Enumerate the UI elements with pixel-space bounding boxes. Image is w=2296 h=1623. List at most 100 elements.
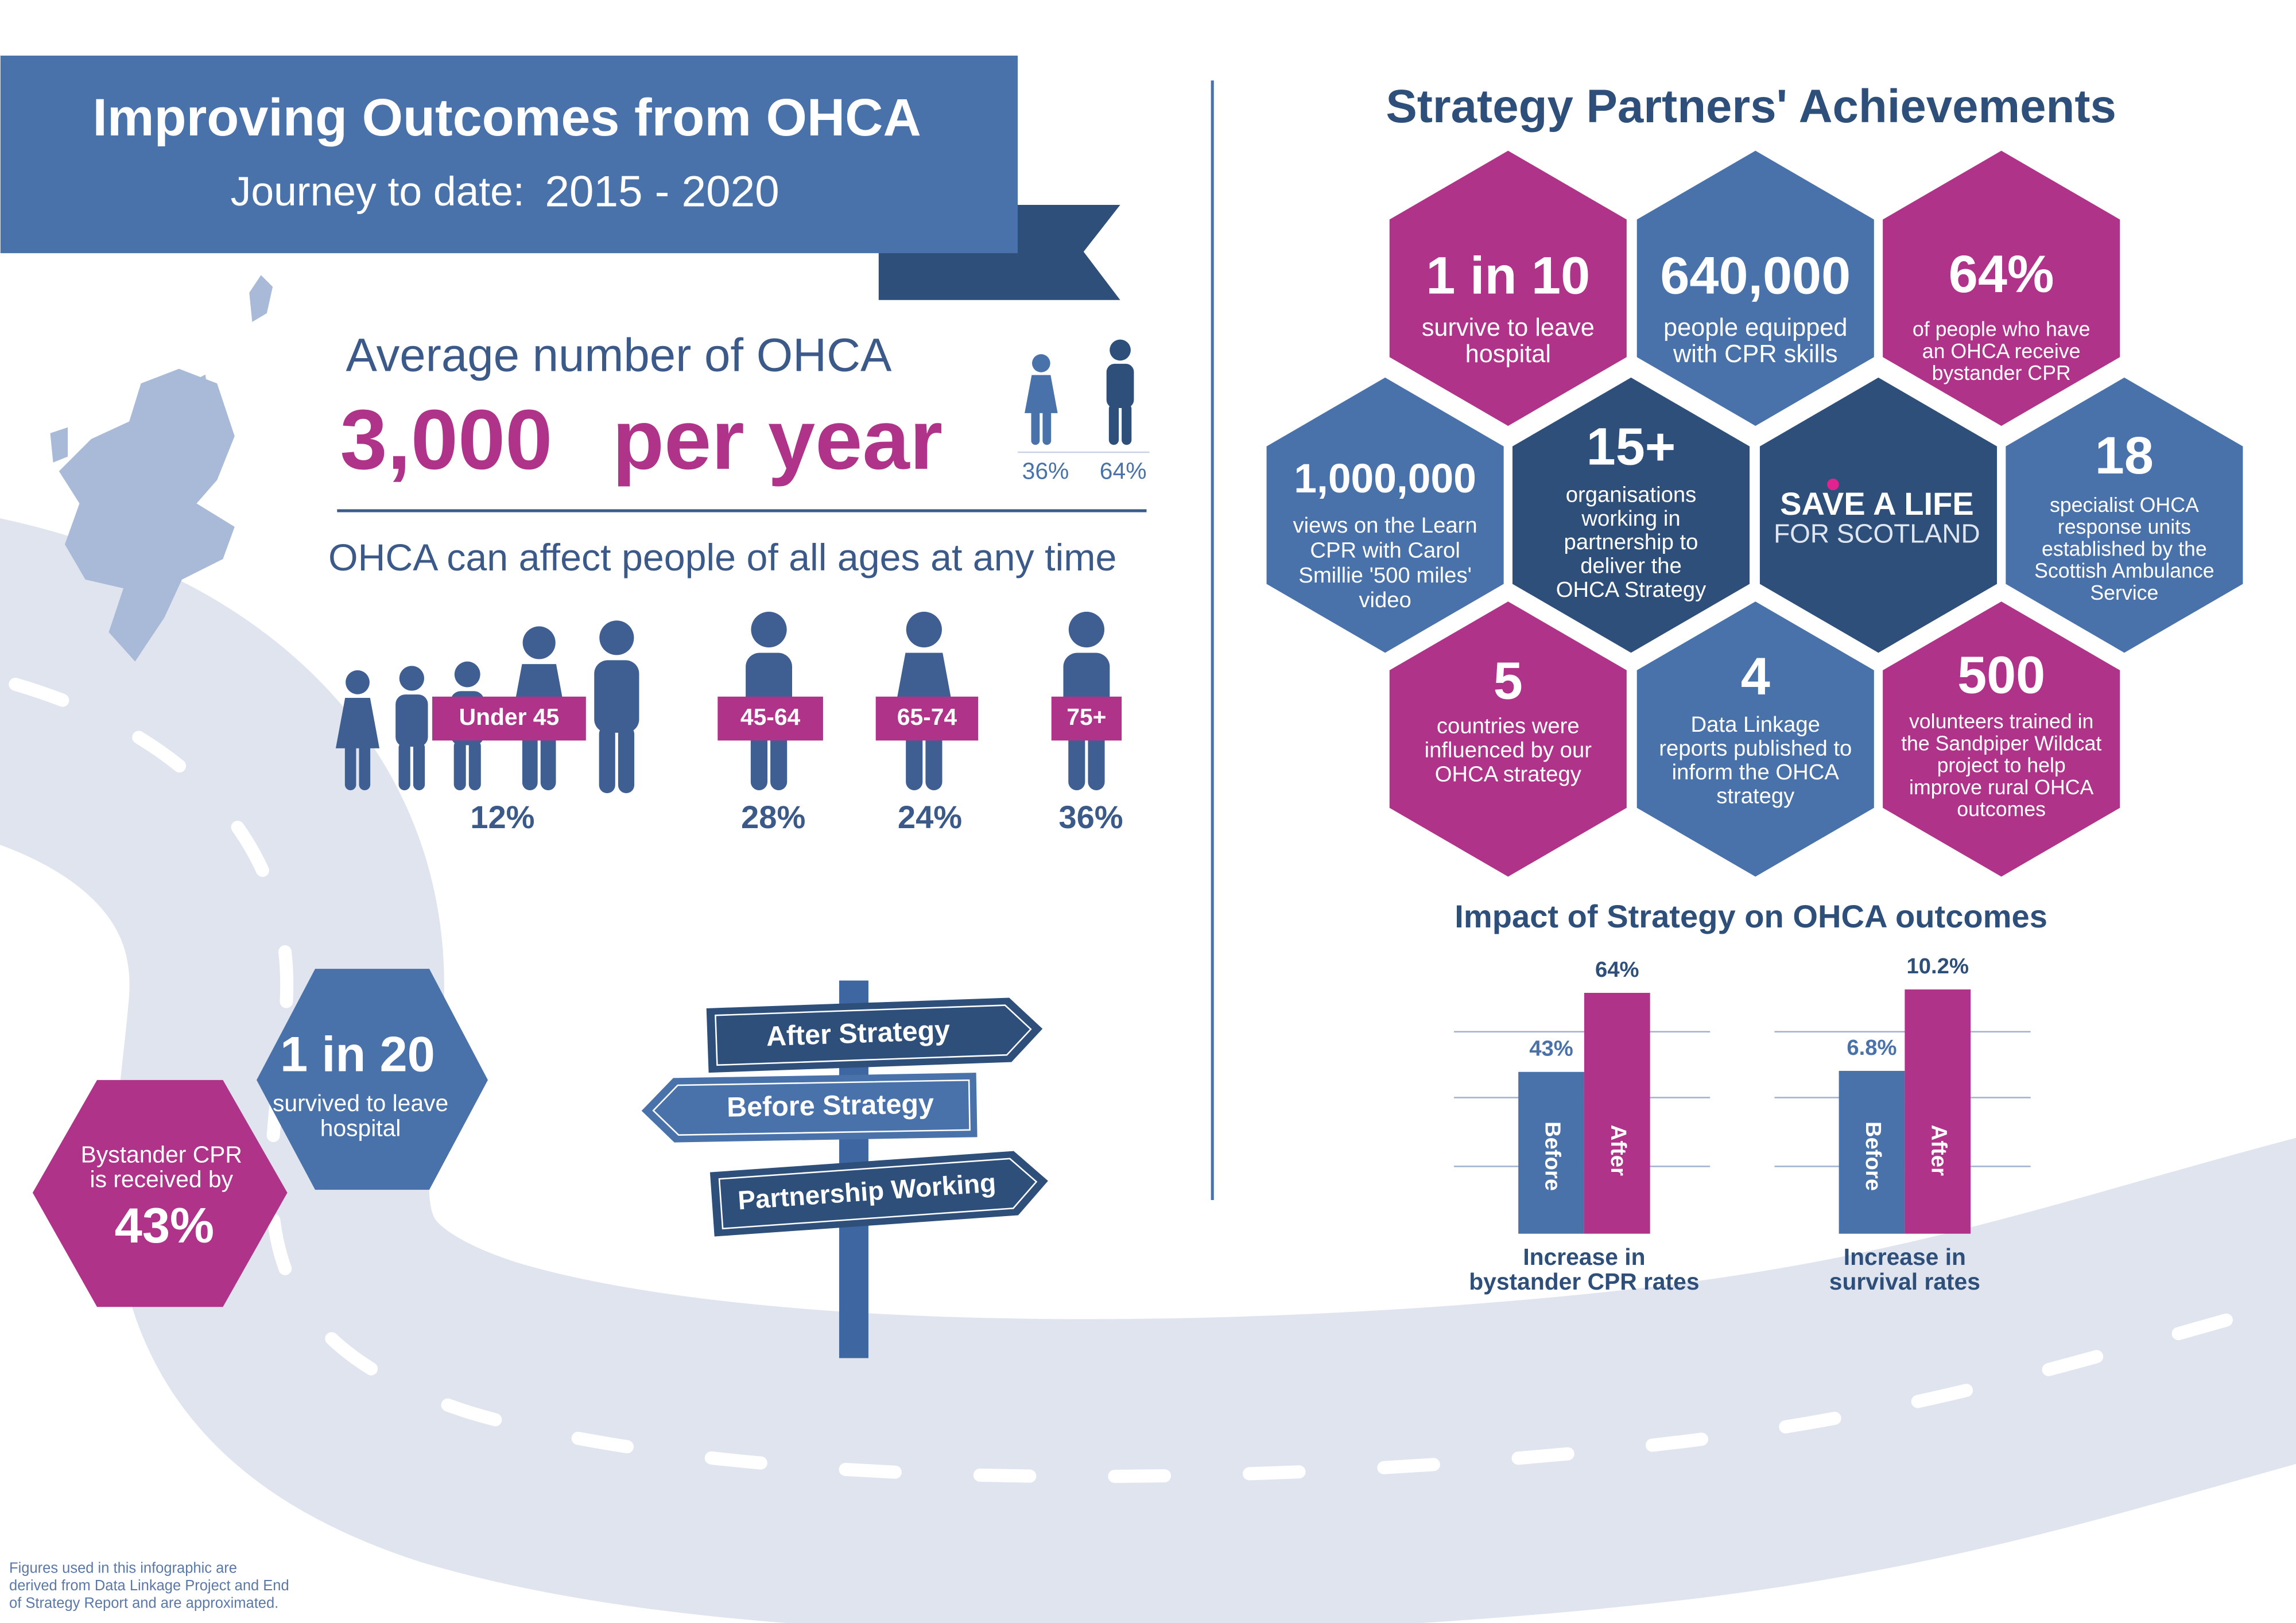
- achievement-text: Data Linkage: [1691, 712, 1820, 737]
- achievement-text: Scottish Ambulance: [2034, 560, 2214, 583]
- ages-heading: OHCA can affect people of all ages at an…: [328, 537, 1116, 579]
- achievement-text: strategy: [1716, 784, 1795, 809]
- bystander-hex: [32, 1080, 288, 1307]
- achievement-figure: 64%: [1949, 245, 2054, 304]
- head: [906, 611, 942, 648]
- leg: [618, 725, 635, 794]
- incidence-number: 3,000: [340, 393, 552, 487]
- achievement-hex: [1883, 150, 2120, 426]
- achievement-text: with CPR skills: [1673, 340, 1838, 368]
- logo-line2: FOR SCOTLAND: [1774, 518, 1980, 548]
- bar: [1839, 1070, 1905, 1234]
- leg: [540, 726, 556, 791]
- age-label: Under 45: [459, 704, 560, 730]
- achievement-text: reports published to: [1659, 736, 1852, 760]
- footnote: derived from Data Linkage Project and En…: [9, 1578, 289, 1594]
- sign-after: After Strategy: [706, 997, 1043, 1073]
- achievement-text: views on the Learn: [1293, 513, 1477, 538]
- survival-text: hospital: [320, 1115, 401, 1141]
- person-icon: [395, 666, 428, 791]
- chart-caption: Increase in: [1844, 1244, 1966, 1270]
- head: [599, 620, 634, 655]
- leg: [1122, 403, 1132, 445]
- achievement-text: working in: [1581, 506, 1680, 531]
- achievement-text: people equipped: [1663, 314, 1848, 341]
- achievement-hex: [1883, 601, 2120, 877]
- leg: [1031, 409, 1040, 445]
- achievement-text: organisations: [1566, 483, 1697, 507]
- chart-caption: bystander CPR rates: [1469, 1268, 1699, 1295]
- sign-text: After Strategy: [766, 1015, 951, 1052]
- achievement-figure: 5: [1494, 652, 1523, 710]
- achievement-text: hospital: [1465, 340, 1551, 368]
- scotland-map: [50, 275, 273, 662]
- achievement-text: of people who have: [1913, 318, 2091, 341]
- achievement-text: Service: [2090, 581, 2158, 604]
- footnote: of Strategy Report and are approximated.: [9, 1595, 278, 1612]
- bar-label: After: [1927, 1125, 1952, 1176]
- leg: [522, 726, 538, 791]
- leg: [398, 741, 410, 791]
- achievement-text: bystander CPR: [1932, 362, 2071, 385]
- achievement-text: survive to leave: [1422, 314, 1595, 341]
- achievement-hex: [1389, 150, 1627, 426]
- bar-label: Before: [1861, 1121, 1886, 1191]
- achievement-hex: [1266, 377, 1504, 653]
- head: [454, 661, 480, 688]
- bar: [1905, 989, 1971, 1234]
- achievement-hex: [2006, 377, 2243, 653]
- achievement-hex: [1636, 601, 1874, 877]
- age-label-box: [1051, 696, 1122, 741]
- female-share: 36%: [1022, 457, 1069, 484]
- age-label: 45-64: [740, 704, 801, 730]
- person-icon: [594, 620, 639, 794]
- leg: [453, 740, 466, 791]
- subtitle-years: 2015 - 2020: [545, 167, 779, 216]
- logo-hex: [1759, 377, 1998, 653]
- achievement-figure: 1 in 10: [1426, 246, 1590, 305]
- bar-value-label: 64%: [1595, 957, 1639, 982]
- bar-value-label: 6.8%: [1847, 1035, 1896, 1060]
- bystander-text: Bystander CPR: [81, 1141, 242, 1167]
- road-line: [0, 673, 2296, 1484]
- achievement-text: inform the OHCA: [1672, 760, 1840, 785]
- survival-hex: [257, 969, 488, 1190]
- bar: [1584, 993, 1650, 1234]
- head: [1068, 611, 1105, 648]
- age-label-box: [875, 696, 979, 741]
- head: [751, 611, 787, 648]
- impact-title: Impact of Strategy on OHCA outcomes: [1455, 898, 2047, 934]
- banner: [0, 55, 1018, 254]
- logo-line1: SAVE A LIFE: [1780, 486, 1974, 522]
- incidence-heading: Average number of OHCA: [346, 329, 892, 381]
- achievement-text: project to help: [1937, 754, 2066, 777]
- head: [522, 626, 556, 659]
- sign-partnership: Partnership Working: [709, 1151, 1048, 1237]
- age-share: 28%: [741, 799, 805, 835]
- body: [1106, 363, 1134, 408]
- age-label: 75+: [1066, 704, 1106, 730]
- bar-value-label: 43%: [1529, 1036, 1573, 1061]
- achievement-text: partnership to: [1564, 530, 1698, 554]
- survival-text: survived to leave: [273, 1090, 448, 1116]
- bystander-text: is received by: [90, 1166, 234, 1193]
- bar-label: After: [1606, 1125, 1631, 1176]
- achievement-text: response units: [2058, 515, 2191, 538]
- achievement-text: specialist OHCA: [2050, 494, 2199, 517]
- achievement-hex: [1636, 150, 1874, 426]
- head: [399, 666, 425, 691]
- achievement-figure: 500: [1957, 646, 2045, 704]
- achievement-text: established by the: [2042, 537, 2207, 560]
- achievement-text: deliver the: [1580, 554, 1681, 578]
- bar: [1518, 1071, 1584, 1234]
- head: [1110, 339, 1131, 361]
- achievements-title: Strategy Partners' Achievements: [1386, 80, 2116, 133]
- head: [346, 670, 370, 694]
- subtitle-label: Journey to date:: [231, 169, 525, 215]
- achievement-text: the Sandpiper Wildcat: [1901, 732, 2101, 755]
- age-label-box: [432, 696, 586, 741]
- title: Improving Outcomes from OHCA: [92, 88, 921, 147]
- achievement-figure: 15+: [1587, 418, 1676, 476]
- body: [594, 660, 639, 733]
